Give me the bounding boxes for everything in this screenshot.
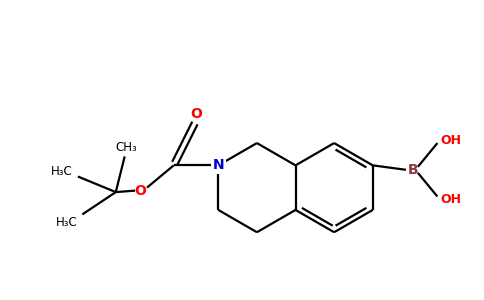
Text: O: O <box>134 184 146 198</box>
Text: B: B <box>408 163 418 177</box>
Text: OH: OH <box>441 134 462 147</box>
Text: N: N <box>212 158 224 172</box>
Text: H₃C: H₃C <box>56 216 77 229</box>
Text: CH₃: CH₃ <box>116 141 137 154</box>
Text: H₃C: H₃C <box>51 165 73 178</box>
Text: OH: OH <box>441 193 462 206</box>
Text: O: O <box>190 107 202 121</box>
